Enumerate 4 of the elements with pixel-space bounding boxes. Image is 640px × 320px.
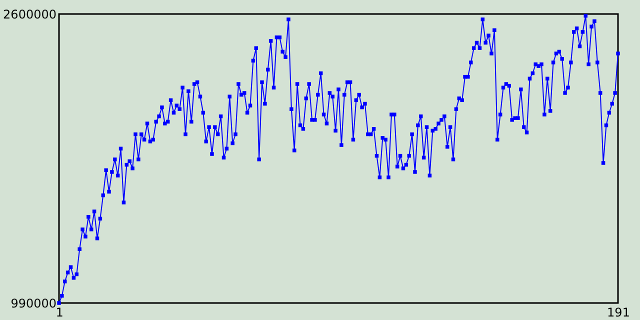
x-tick-label: 191 — [607, 306, 630, 320]
y-tick-label: 990000 — [10, 296, 56, 310]
x-tick-label: 1 — [56, 306, 64, 320]
y-tick-label: 2600000 — [3, 8, 56, 22]
